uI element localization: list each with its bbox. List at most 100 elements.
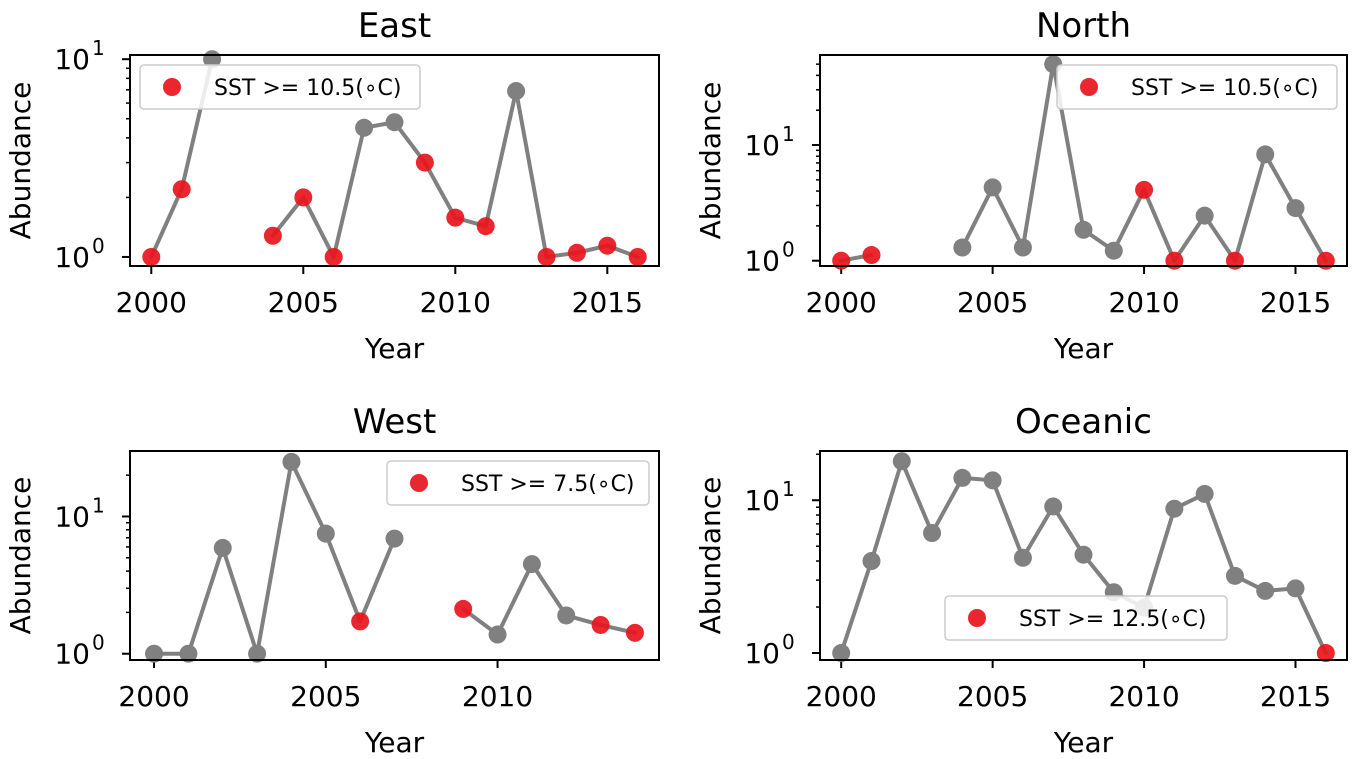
x-tick-label: 2000: [806, 680, 877, 713]
data-point: [923, 524, 942, 543]
highlight-point: [415, 153, 434, 172]
legend-box: [1056, 64, 1338, 110]
x-tick-label: 2005: [957, 286, 1028, 319]
line-segment: [1142, 506, 1177, 610]
data-point: [983, 178, 1002, 197]
highlight-point: [324, 247, 343, 266]
data-point: [282, 452, 301, 471]
legend: SST >= 10.5(∘C): [139, 64, 421, 110]
y-tick-base: 10: [744, 637, 780, 670]
highlight-point: [1135, 180, 1154, 199]
data-point: [1225, 566, 1244, 585]
x-tick-label: 2015: [1260, 286, 1331, 319]
highlight-point: [172, 180, 191, 199]
y-axis-label: Abundance: [4, 477, 37, 635]
highlight-point: [294, 188, 313, 207]
legend-label: SST >= 10.5(∘C): [1131, 76, 1319, 101]
data-point: [355, 118, 374, 137]
data-point: [1165, 499, 1184, 518]
data-point: [1074, 545, 1093, 564]
plot-title: East: [358, 6, 431, 46]
y-tick-label: 10: [744, 484, 780, 517]
line-segment: [483, 89, 519, 229]
y-tick-label: 10: [54, 241, 90, 274]
y-tick-label: 10: [744, 245, 780, 278]
x-tick-label: 2015: [1260, 680, 1331, 713]
highlight-point: [476, 217, 495, 236]
legend-marker: [1080, 78, 1098, 96]
y-axis-label: Abundance: [694, 477, 727, 635]
y-tick-base: 10: [744, 129, 780, 162]
legend-label: SST >= 12.5(∘C): [1019, 607, 1207, 632]
data-point: [1104, 241, 1123, 260]
highlight-point: [832, 251, 851, 270]
highlight-point: [454, 599, 473, 618]
y-tick-base: 10: [744, 245, 780, 278]
y-tick-exponent: 1: [782, 122, 795, 146]
line-segment: [149, 187, 184, 259]
y-tick-base: 10: [54, 43, 90, 76]
x-tick-label: 2010: [462, 680, 533, 713]
x-axis-label: Year: [364, 332, 425, 365]
line-segment: [899, 459, 935, 536]
line-segment: [220, 545, 260, 656]
data-point: [488, 625, 507, 644]
line-segment: [930, 475, 965, 536]
plot-title: Oceanic: [1015, 402, 1152, 442]
line-segment: [1142, 187, 1177, 263]
data-point: [1256, 581, 1275, 600]
line-segment: [495, 562, 534, 637]
data-point: [385, 113, 404, 132]
line-segment: [529, 562, 569, 618]
line-segment: [331, 125, 367, 259]
y-tick-exponent: 0: [782, 630, 795, 654]
legend-marker: [163, 78, 181, 96]
legend: SST >= 12.5(∘C): [944, 595, 1228, 641]
x-tick-label: 2010: [1108, 680, 1179, 713]
data-point: [1256, 145, 1275, 164]
data-point: [1013, 238, 1032, 257]
line-segment: [1202, 491, 1237, 578]
axes-frame: [129, 54, 660, 267]
y-tick-label: 10: [744, 129, 780, 162]
highlight-point: [1165, 251, 1184, 270]
line-segment: [1111, 187, 1147, 253]
y-axis-label: Abundance: [694, 82, 727, 240]
line-segment: [323, 531, 363, 624]
y-tick-base: 10: [54, 241, 90, 274]
highlight-point: [351, 612, 370, 631]
axes-frame: [819, 450, 1348, 661]
y-tick-base: 10: [54, 500, 90, 533]
line-segment: [960, 185, 995, 250]
line-segment: [301, 195, 336, 259]
highlight-point: [591, 615, 610, 634]
x-tick-label: 2005: [957, 680, 1028, 713]
data-point: [316, 524, 335, 543]
line-segment: [186, 545, 225, 656]
y-tick-label: 10: [54, 500, 90, 533]
data-point: [892, 452, 911, 471]
data-point: [248, 644, 267, 663]
data-point: [983, 471, 1002, 490]
data-point: [557, 606, 576, 625]
line-segment: [289, 459, 328, 536]
y-tick-exponent: 0: [782, 238, 795, 262]
x-tick-label: 2000: [118, 680, 189, 713]
line-segment: [358, 536, 397, 624]
y-tick-exponent: 1: [92, 493, 105, 517]
line-segment: [1202, 213, 1237, 263]
x-tick-label: 2005: [290, 680, 361, 713]
legend: SST >= 7.5(∘C): [386, 460, 650, 506]
y-tick-label: 10: [744, 637, 780, 670]
y-axis-label: Abundance: [4, 82, 37, 240]
series-markers: [142, 50, 647, 266]
highlight-point: [1225, 251, 1244, 270]
x-tick-label: 2010: [420, 286, 491, 319]
highlight-point: [263, 226, 282, 245]
legend: SST >= 10.5(∘C): [1056, 64, 1338, 110]
highlight-point: [598, 236, 617, 255]
line-segment: [990, 478, 1025, 560]
